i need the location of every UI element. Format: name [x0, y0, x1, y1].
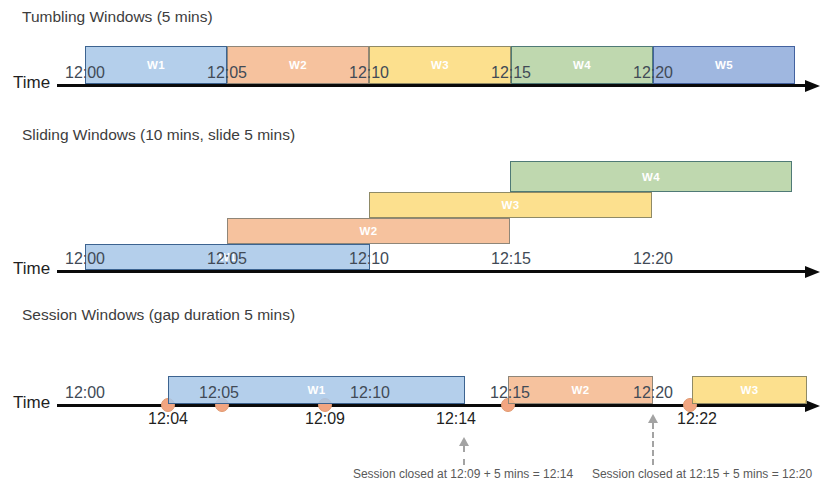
windowing-diagram: Tumbling Windows (5 mins) Time W1 W2 W3 … [0, 0, 829, 498]
tumbling-time-axis [57, 84, 805, 87]
axis-tick: 12:10 [349, 64, 389, 82]
session-title: Session Windows (gap duration 5 mins) [22, 306, 295, 324]
axis-tick: 12:10 [350, 384, 390, 402]
tumbling-window-w5: W5 [653, 46, 795, 84]
axis-tick: 12:05 [207, 64, 247, 82]
axis-tick: 12:20 [633, 64, 673, 82]
session-close-annotation-2: Session closed at 12:15 + 5 mins = 12:20 [592, 467, 812, 481]
window-label: W2 [572, 384, 590, 396]
sliding-time-axis [57, 270, 805, 273]
sliding-window-w2: W2 [227, 218, 510, 244]
window-label: W1 [147, 59, 165, 71]
session-close-time-label: 12:14 [436, 410, 476, 428]
tumbling-time-axis-label: Time [13, 73, 50, 93]
tumbling-window-w2: W2 [227, 46, 369, 84]
tumbling-window-w3: W3 [369, 46, 511, 84]
axis-tick: 12:10 [349, 250, 389, 268]
axis-tick: 12:20 [633, 250, 673, 268]
window-label: W3 [431, 59, 449, 71]
sliding-window-w3: W3 [369, 192, 652, 218]
sliding-window-w4: W4 [510, 161, 792, 192]
axis-tick: 12:15 [490, 384, 530, 402]
window-label: W1 [308, 384, 326, 396]
callout-arrow-up-icon [648, 414, 658, 423]
session-time-axis-label: Time [13, 393, 50, 413]
callout-arrow-line [652, 423, 654, 465]
axis-tick: 12:00 [65, 250, 105, 268]
axis-tick: 12:15 [491, 64, 531, 82]
window-label: W4 [642, 171, 660, 183]
window-label: W3 [741, 384, 759, 396]
event-time-label: 12:22 [677, 410, 717, 428]
axis-tick: 12:15 [491, 250, 531, 268]
callout-arrow-line [463, 446, 465, 465]
sliding-time-axis-label: Time [13, 259, 50, 279]
tumbling-axis-arrow-icon [805, 80, 820, 92]
window-label: W4 [573, 59, 591, 71]
session-axis-arrow-icon [805, 400, 820, 412]
sliding-title: Sliding Windows (10 mins, slide 5 mins) [22, 126, 295, 144]
axis-tick: 12:05 [199, 384, 239, 402]
tumbling-window-w4: W4 [511, 46, 653, 84]
session-close-annotation-1: Session closed at 12:09 + 5 mins = 12:14 [353, 467, 573, 481]
window-label: W2 [289, 59, 307, 71]
axis-tick: 12:05 [207, 250, 247, 268]
window-label: W2 [360, 225, 378, 237]
tumbling-title: Tumbling Windows (5 mins) [22, 8, 213, 26]
session-window-w3: W3 [692, 376, 807, 404]
event-time-label: 12:04 [148, 410, 188, 428]
axis-tick: 12:20 [633, 384, 673, 402]
callout-arrow-up-icon [459, 437, 469, 446]
axis-tick: 12:00 [65, 384, 105, 402]
axis-tick: 12:00 [65, 64, 105, 82]
sliding-axis-arrow-icon [805, 266, 820, 278]
window-label: W5 [715, 59, 733, 71]
tumbling-window-w1: W1 [85, 46, 227, 84]
window-label: W3 [502, 199, 520, 211]
event-time-label: 12:09 [305, 410, 345, 428]
